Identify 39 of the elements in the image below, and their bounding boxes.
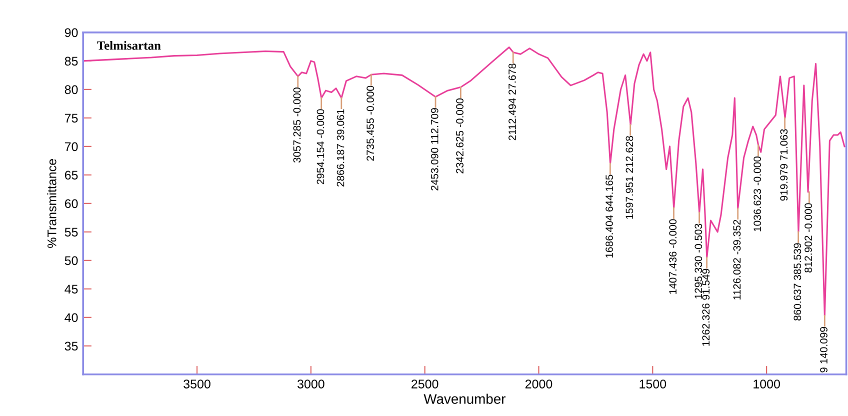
y-tick-label: 80: [64, 85, 78, 94]
annotation: 1686.404 644.165: [606, 174, 613, 258]
annotation: 2954.154 -0.000: [316, 109, 324, 184]
annotation: 812.902 -0.000: [804, 203, 812, 272]
annotation: 2342.625 -0.000: [456, 98, 464, 174]
annotation: 3057.285 -0.000: [293, 88, 301, 163]
y-tick-label: 55: [64, 228, 78, 237]
annotation: 1407.436 -0.000: [669, 219, 677, 294]
x-tick-label: 1500: [640, 380, 666, 388]
y-tick-label: 65: [64, 170, 78, 180]
y-tick-label: 35: [64, 342, 78, 351]
annotation: 2866.187 39.061: [336, 109, 344, 186]
annotation: 1126.082 -39.352: [733, 220, 741, 300]
y-tick-label: 70: [64, 142, 78, 152]
x-axis-title: Wavenumber: [424, 394, 506, 404]
y-tick-label: 75: [64, 114, 78, 123]
y-tick-label: 60: [64, 199, 78, 208]
x-tick-label: 1000: [754, 380, 780, 388]
y-tick-label: 40: [64, 313, 78, 322]
x-tick-label: 2000: [525, 380, 552, 388]
y-tick-label: 50: [64, 256, 78, 266]
y-tick-label: 45: [64, 284, 78, 294]
annotation: 1597.951 212.628: [626, 136, 634, 219]
x-tick-label: 3000: [298, 380, 324, 388]
annotation: 2735.455 -0.000: [366, 86, 374, 161]
annotation: 919.979 71.063: [780, 129, 788, 201]
annotation: 860.637 385.539: [794, 243, 802, 320]
annotation: 1036.623 -0.000: [754, 156, 762, 232]
text: Telmisartan: [97, 40, 161, 50]
annotation: 2112.494 27.678: [508, 64, 516, 140]
x-tick-label: 2500: [412, 380, 438, 388]
y-axis-title: %Transmittance: [47, 159, 56, 248]
y-tick-label: 90: [64, 28, 78, 38]
annotation: 2453.090 112.709: [430, 108, 438, 190]
annotation: 9 140.099: [820, 327, 828, 372]
x-tick-label: 3500: [184, 380, 210, 388]
annotation: 1295.330 -0.503: [694, 224, 702, 298]
y-tick-label: 85: [64, 56, 78, 66]
annotation: 1262.326 91.549: [702, 268, 710, 346]
